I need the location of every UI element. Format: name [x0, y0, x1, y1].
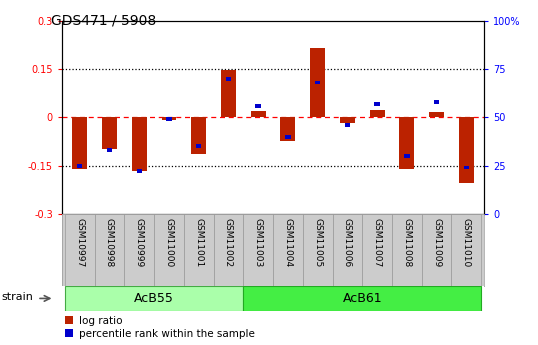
Text: GSM11000: GSM11000 [165, 218, 173, 267]
Bar [434, 100, 440, 104]
Bar [221, 70, 236, 117]
Text: GSM11004: GSM11004 [284, 218, 293, 267]
Bar [196, 144, 201, 148]
Bar [124, 214, 154, 286]
Text: GSM11003: GSM11003 [253, 218, 263, 267]
Bar [303, 214, 332, 286]
Bar [285, 135, 291, 139]
Bar [226, 77, 231, 81]
Bar [102, 117, 117, 149]
Bar [280, 117, 295, 141]
Bar [243, 286, 481, 310]
Text: GDS471 / 5908: GDS471 / 5908 [51, 14, 157, 28]
Bar [392, 214, 422, 286]
Text: GSM10997: GSM10997 [75, 218, 84, 267]
Bar [191, 117, 206, 154]
Text: strain: strain [1, 292, 33, 302]
Legend: log ratio, percentile rank within the sample: log ratio, percentile rank within the sa… [65, 316, 254, 339]
Text: GSM11010: GSM11010 [462, 218, 471, 267]
Bar [374, 102, 380, 106]
Bar [72, 117, 87, 169]
Bar [451, 214, 481, 286]
Text: GSM11007: GSM11007 [373, 218, 381, 267]
Bar [332, 214, 362, 286]
Text: GSM10998: GSM10998 [105, 218, 114, 267]
Bar [77, 164, 82, 168]
Bar [464, 166, 469, 169]
Bar [161, 117, 176, 120]
Bar [404, 154, 409, 158]
Bar [184, 214, 214, 286]
Bar [459, 117, 474, 183]
Bar [95, 214, 124, 286]
Text: GSM11006: GSM11006 [343, 218, 352, 267]
Bar [310, 48, 325, 117]
Text: GSM11009: GSM11009 [432, 218, 441, 267]
Bar [256, 104, 261, 108]
Bar [166, 117, 172, 121]
Bar [345, 123, 350, 127]
Bar [362, 214, 392, 286]
Bar [340, 117, 355, 123]
Text: AcB61: AcB61 [343, 292, 382, 305]
Text: GSM11005: GSM11005 [313, 218, 322, 267]
Bar [429, 111, 444, 117]
Text: GSM11002: GSM11002 [224, 218, 233, 267]
Bar [154, 214, 184, 286]
Bar [399, 117, 414, 169]
Text: GSM10999: GSM10999 [134, 218, 144, 267]
Bar [132, 117, 147, 171]
Text: AcB55: AcB55 [134, 292, 174, 305]
Text: GSM11001: GSM11001 [194, 218, 203, 267]
Bar [315, 81, 320, 85]
Bar [137, 169, 142, 173]
Bar [107, 148, 112, 152]
Bar [422, 214, 451, 286]
Bar [273, 214, 303, 286]
Bar [65, 214, 95, 286]
Bar [65, 286, 243, 310]
Bar [243, 214, 273, 286]
Bar [370, 110, 385, 117]
Bar [251, 111, 266, 117]
Bar [214, 214, 243, 286]
Text: GSM11008: GSM11008 [402, 218, 412, 267]
